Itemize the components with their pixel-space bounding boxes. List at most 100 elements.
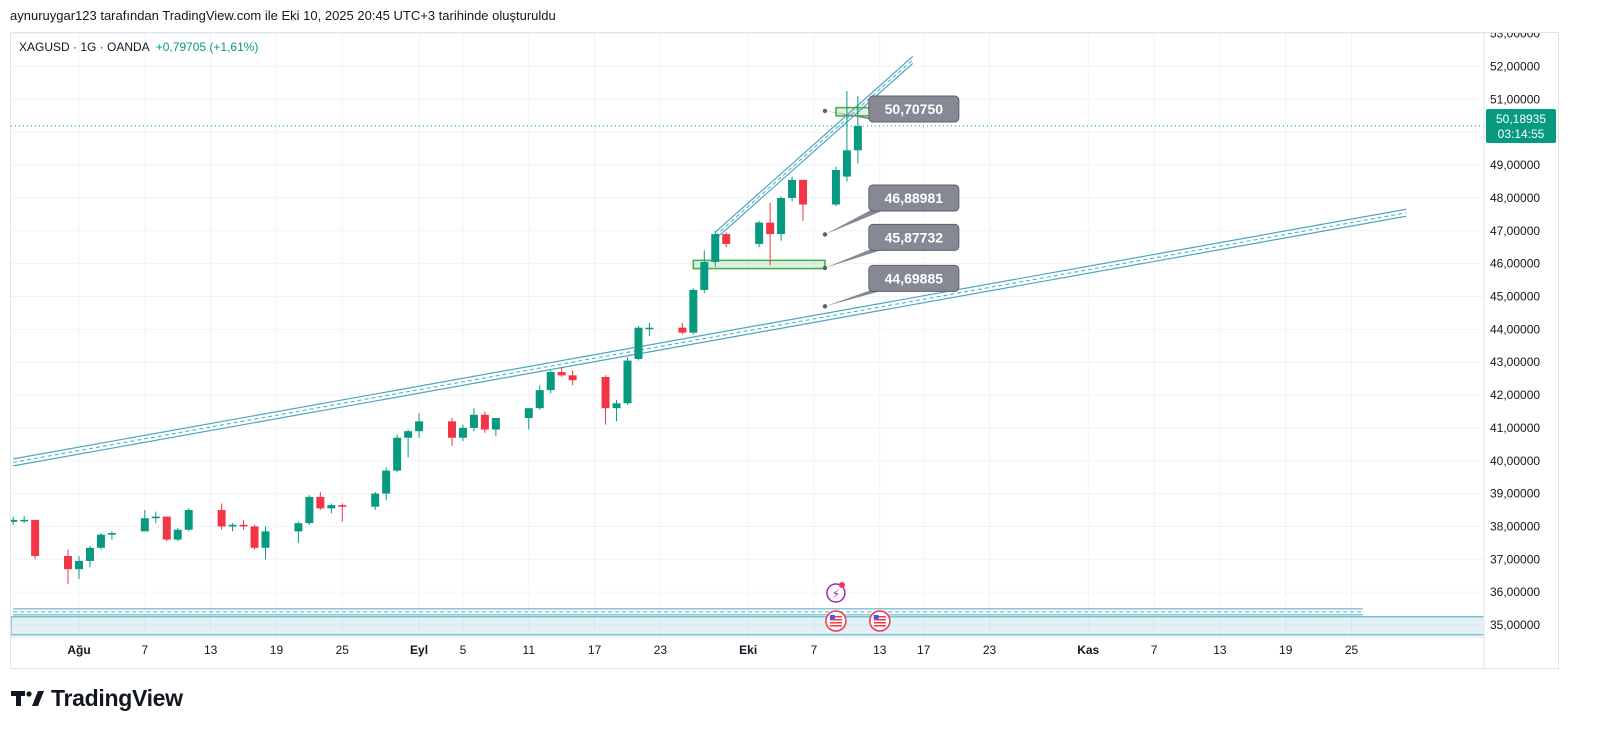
candle-down (162, 516, 171, 542)
time-axis: Ağu 7 13 19 25 Eyl 5 11 17 23 Eki 7 13 17 23 Kas 7 13 19 25 (11, 636, 1484, 657)
callout-anchor (822, 232, 828, 237)
candle-body (645, 327, 654, 330)
candle-body (173, 529, 182, 540)
candle-down (31, 519, 40, 560)
candle-body (404, 431, 413, 438)
candle-up (491, 418, 500, 437)
time-tick-label: 13 (1213, 643, 1227, 657)
candle-body (842, 150, 851, 177)
callout-box (868, 184, 960, 212)
candle-up (261, 526, 270, 560)
price-tick-label: 44,00000 (1490, 322, 1540, 336)
candle-body (535, 390, 544, 409)
candle-down (557, 367, 566, 377)
candle-body (480, 414, 489, 430)
candle-up (11, 516, 18, 525)
candle-up (173, 528, 182, 542)
candle-body (338, 505, 347, 507)
candles (11, 91, 862, 584)
base-zone (11, 608, 1485, 636)
flash-event-ring (826, 583, 846, 603)
callout-box (868, 223, 960, 251)
symbol-label[interactable]: XAGUSD · 1G · OANDA (19, 40, 150, 54)
candle-body (85, 547, 94, 561)
candle-body (151, 516, 160, 519)
candle-up (371, 491, 380, 511)
candle-down (338, 503, 347, 522)
candle-up (107, 531, 116, 540)
candle-body (140, 518, 149, 532)
callout-anchor (822, 108, 828, 114)
price-tick-label: 38,00000 (1490, 519, 1540, 533)
candle-body (250, 526, 259, 548)
price-callout: 50,70750 (822, 95, 960, 123)
candle-body (546, 372, 555, 391)
flag-stripe (873, 625, 886, 627)
price-tick-label: 43,00000 (1490, 355, 1540, 369)
header-caption: aynuruygar123 tarafından TradingView.com… (10, 8, 556, 23)
price-tick-label: 35,00000 (1490, 618, 1540, 632)
candlestick-chart[interactable]: 50,70750 46,88981 45,87732 44,69885 ⚡ 35,00… (11, 33, 1559, 669)
price-tick-label: 40,00000 (1490, 454, 1540, 468)
candle-down (447, 418, 456, 446)
candle-down (766, 202, 775, 266)
callout-label: 50,70750 (885, 101, 944, 117)
price-tick-label: 42,00000 (1490, 388, 1540, 402)
candle-up (700, 250, 709, 294)
candle-body (491, 418, 500, 430)
symbol-legend[interactable]: XAGUSD · 1G · OANDA +0,79705 (+1,61%) (19, 40, 258, 54)
candle-body (469, 414, 478, 428)
channel-lower (714, 63, 914, 240)
candle-body (799, 179, 808, 205)
time-tick-label: 7 (811, 643, 818, 657)
callout-pointer (824, 289, 887, 307)
candle-body (11, 519, 18, 522)
candle-body (20, 519, 29, 522)
candle-body (722, 234, 731, 244)
candle-body (75, 560, 83, 570)
candle-up (755, 220, 764, 248)
callout-anchor (822, 304, 828, 309)
candle-down (316, 491, 325, 511)
callout-box (868, 95, 960, 123)
flash-event-glyph: ⚡ (832, 587, 840, 601)
time-tick-label: 13 (873, 643, 887, 657)
candle-body (634, 327, 643, 359)
price-tick-label: 53,00000 (1490, 33, 1540, 41)
candle-body (162, 516, 171, 540)
candle-body (678, 327, 687, 333)
tradingview-logo[interactable]: TradingView (11, 683, 183, 713)
candle-down (64, 549, 73, 584)
flag-ring (825, 610, 847, 632)
candle-body (382, 470, 391, 494)
candle-down (601, 375, 610, 425)
callout-box (868, 264, 960, 292)
current-price-tag (1486, 109, 1556, 144)
candle-body (568, 375, 577, 381)
flag-stripe (829, 622, 842, 624)
time-tick-label: 13 (204, 643, 218, 657)
candle-body (601, 376, 610, 409)
flag-stripe (873, 622, 886, 624)
candle-body (612, 403, 621, 409)
candle-body (711, 234, 720, 263)
price-tick-label: 36,00000 (1490, 585, 1540, 599)
candle-body (217, 510, 226, 527)
time-tick-label: 25 (1345, 643, 1359, 657)
candle-body (458, 427, 467, 438)
callout-label: 44,69885 (885, 270, 944, 286)
candle-up (623, 357, 632, 405)
price-tick-label: 47,00000 (1490, 224, 1540, 238)
candle-body (239, 524, 248, 527)
candle-body (853, 126, 862, 151)
candle-body (766, 222, 775, 235)
time-tick-label: 7 (1151, 643, 1158, 657)
candle-body (31, 519, 40, 557)
callout-pointer (824, 208, 887, 235)
candle-body (371, 493, 380, 507)
time-tick-label: Kas (1077, 643, 1099, 657)
chart-panel[interactable]: 50,70750 46,88981 45,87732 44,69885 ⚡ 35,00… (10, 32, 1559, 669)
candle-body (777, 197, 786, 235)
time-tick-label: 17 (588, 643, 602, 657)
flag-stripe (829, 619, 842, 621)
